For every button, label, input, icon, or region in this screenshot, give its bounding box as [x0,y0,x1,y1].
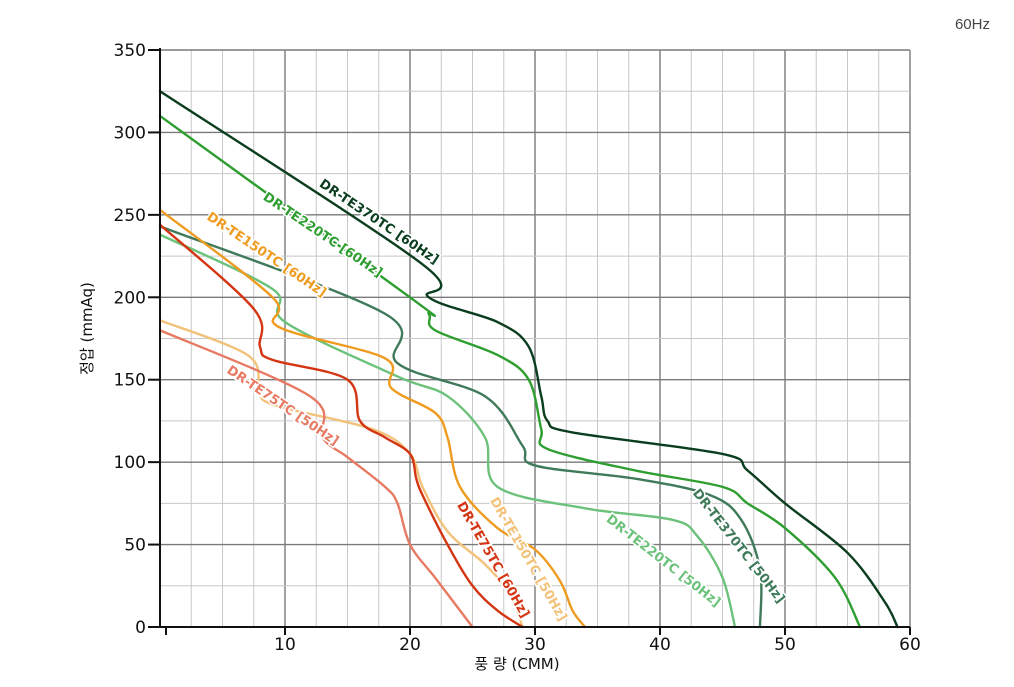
y-tick-label: 350 [114,41,146,61]
y-tick-label: 50 [124,536,146,556]
series-line-3 [158,233,737,629]
y-tick-label: 150 [114,371,146,391]
y-tick-label: 200 [114,288,146,308]
series-line-2 [158,225,763,629]
curve-labels: DR-TE370TC [60Hz]DR-TE220TC [60Hz]DR-TE1… [202,175,789,625]
series-line-7 [158,329,474,629]
x-axis-title: 풍 량 (CMM) [474,655,559,673]
y-tick-label: 250 [114,206,146,226]
curve-label-6: DR-TE220TC [50Hz] [603,512,723,610]
y-tick-label: 0 [135,618,146,638]
y-tick-label: 300 [114,123,146,143]
series-line-1 [158,114,862,629]
frequency-label: 60Hz [954,16,990,33]
series-line-0 [158,90,899,629]
series-line-6 [158,223,524,629]
y-tick-label: 100 [114,453,146,473]
axes: 0 50 100 150 200 250 300 350 10 20 30 40 50 60 [114,41,921,655]
x-tick-label: 10 [274,635,296,655]
x-tick-label: 30 [524,635,546,655]
grid [159,49,911,628]
y-axis-title: 정압 (mmAq) [78,282,96,375]
series-line-4 [158,208,587,629]
x-tick-label: 60 [899,635,921,655]
curve-label-3: DR-TE75TC [50Hz] [224,363,341,449]
x-tick-label: 50 [774,635,796,655]
x-tick-label: 40 [649,635,671,655]
x-tick-label: 20 [399,635,421,655]
series-lines [158,90,899,629]
